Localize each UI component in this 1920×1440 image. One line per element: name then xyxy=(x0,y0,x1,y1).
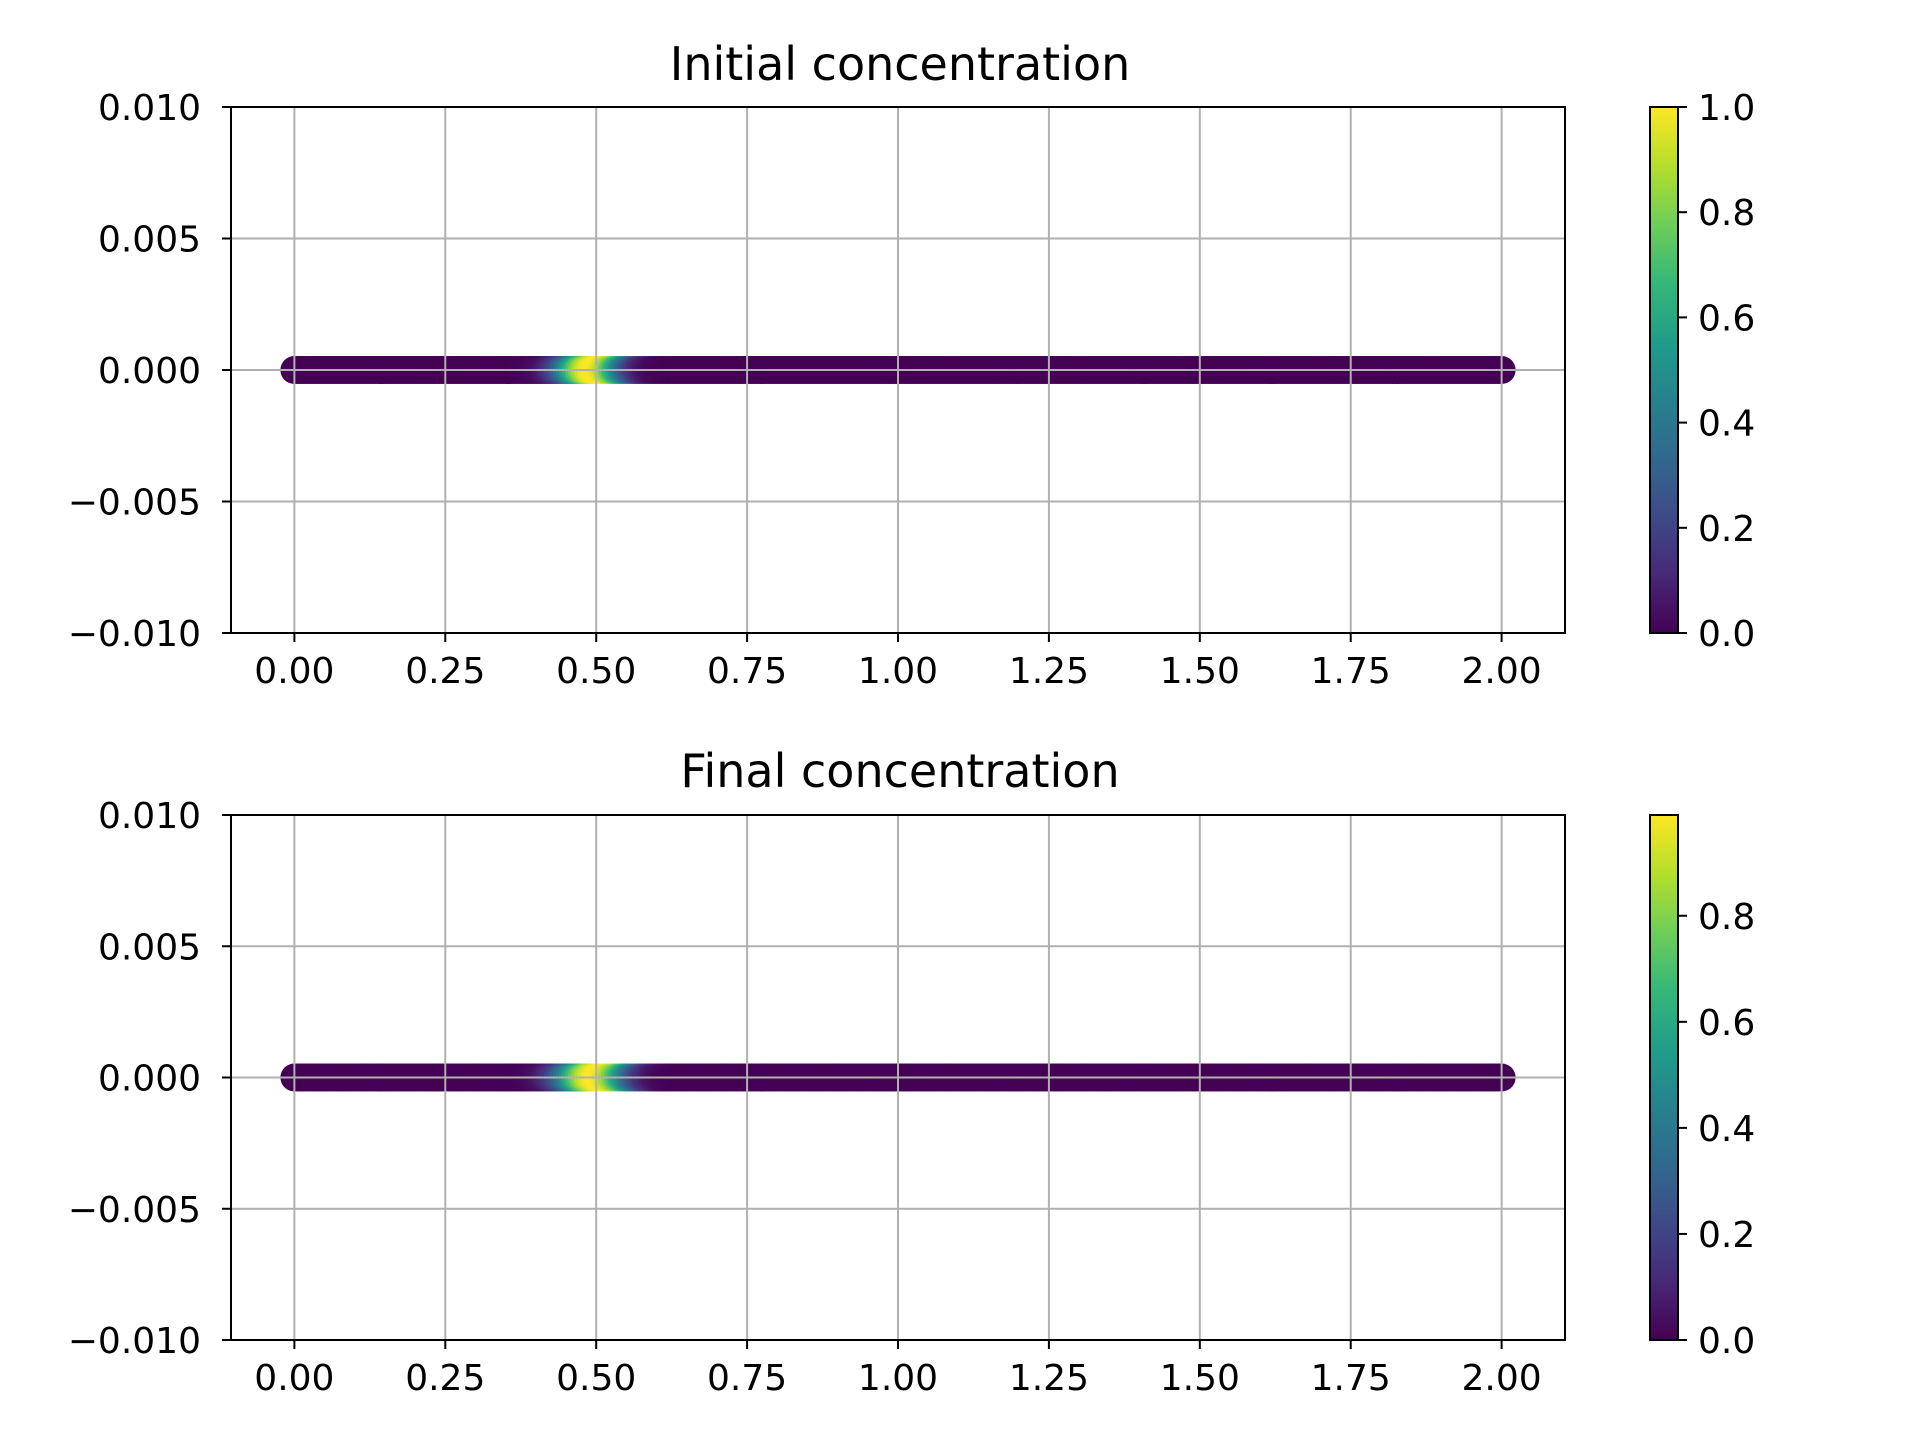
x-tick-label: 1.25 xyxy=(1009,1358,1089,1399)
x-tick-label: 1.50 xyxy=(1160,651,1240,692)
y-tick-label: 0.000 xyxy=(98,351,201,392)
chart-title: Initial concentration xyxy=(670,37,1131,91)
y-tick-label: −0.010 xyxy=(68,1321,201,1362)
colorbar-tick-label: 0.8 xyxy=(1698,897,1755,938)
y-axis: −0.010 −0.005 0.000 0.005 0.010 xyxy=(68,88,231,655)
x-tick-label: 1.50 xyxy=(1160,1358,1240,1399)
colorbar-tick-label: 1.0 xyxy=(1698,88,1755,129)
y-tick-label: 0.005 xyxy=(98,927,201,968)
colorbar-tick-label: 0.6 xyxy=(1698,1003,1755,1044)
colorbar-tick-label: 0.8 xyxy=(1698,193,1755,234)
subplot-initial: Initial concentration 0.00 0.25 0.50 0.75 1.… xyxy=(68,37,1756,692)
x-tick-label: 0.00 xyxy=(254,1358,334,1399)
colorbar-frame xyxy=(1649,814,1679,1341)
colorbar-tick-label: 0.6 xyxy=(1698,298,1755,339)
x-tick-label: 1.00 xyxy=(858,651,938,692)
colorbar-tick-label: 0.2 xyxy=(1698,1215,1755,1256)
x-tick-label: 2.00 xyxy=(1462,651,1542,692)
colorbar-tick-label: 0.4 xyxy=(1698,1109,1755,1150)
colorbar-tick-label: 0.0 xyxy=(1698,614,1755,655)
colorbar: 0.0 0.2 0.4 0.6 0.8 1.0 xyxy=(1649,88,1755,655)
y-tick-label: −0.005 xyxy=(68,483,201,524)
x-tick-label: 0.75 xyxy=(707,1358,787,1399)
y-tick-label: −0.005 xyxy=(68,1190,201,1231)
colorbar-tick-label: 0.4 xyxy=(1698,404,1755,445)
x-tick-label: 0.00 xyxy=(254,651,334,692)
x-tick-label: 0.25 xyxy=(405,651,485,692)
y-tick-label: 0.000 xyxy=(98,1059,201,1100)
colorbar-gradient xyxy=(1650,815,1678,1340)
x-axis: 0.00 0.25 0.50 0.75 1.00 1.25 1.50 1.75 2.00 xyxy=(254,633,1542,692)
y-tick-label: 0.010 xyxy=(98,88,201,129)
colorbar-tick-label: 0.0 xyxy=(1698,1321,1755,1362)
colorbar-frame xyxy=(1649,106,1679,634)
y-axis: −0.010 −0.005 0.000 0.005 0.010 xyxy=(68,796,231,1362)
x-tick-label: 0.75 xyxy=(707,651,787,692)
colorbar-tick-label: 0.2 xyxy=(1698,509,1755,550)
x-tick-label: 0.50 xyxy=(556,651,636,692)
x-tick-label: 1.75 xyxy=(1311,1358,1391,1399)
y-tick-label: 0.005 xyxy=(98,220,201,261)
x-tick-label: 1.75 xyxy=(1311,651,1391,692)
colorbar: 0.0 0.2 0.4 0.6 0.8 xyxy=(1649,814,1755,1362)
colorbar-gradient xyxy=(1650,107,1678,633)
x-tick-label: 1.25 xyxy=(1009,651,1089,692)
y-tick-label: −0.010 xyxy=(68,614,201,655)
x-tick-label: 1.00 xyxy=(858,1358,938,1399)
y-tick-label: 0.010 xyxy=(98,796,201,837)
x-tick-label: 2.00 xyxy=(1462,1358,1542,1399)
x-tick-label: 0.50 xyxy=(556,1358,636,1399)
x-axis: 0.00 0.25 0.50 0.75 1.00 1.25 1.50 1.75 2.00 xyxy=(254,1340,1542,1399)
chart-title: Final concentration xyxy=(680,744,1119,798)
x-tick-label: 0.25 xyxy=(405,1358,485,1399)
subplot-final: Final concentration 0.00 0.25 0.50 0.75 1.00… xyxy=(68,744,1756,1399)
